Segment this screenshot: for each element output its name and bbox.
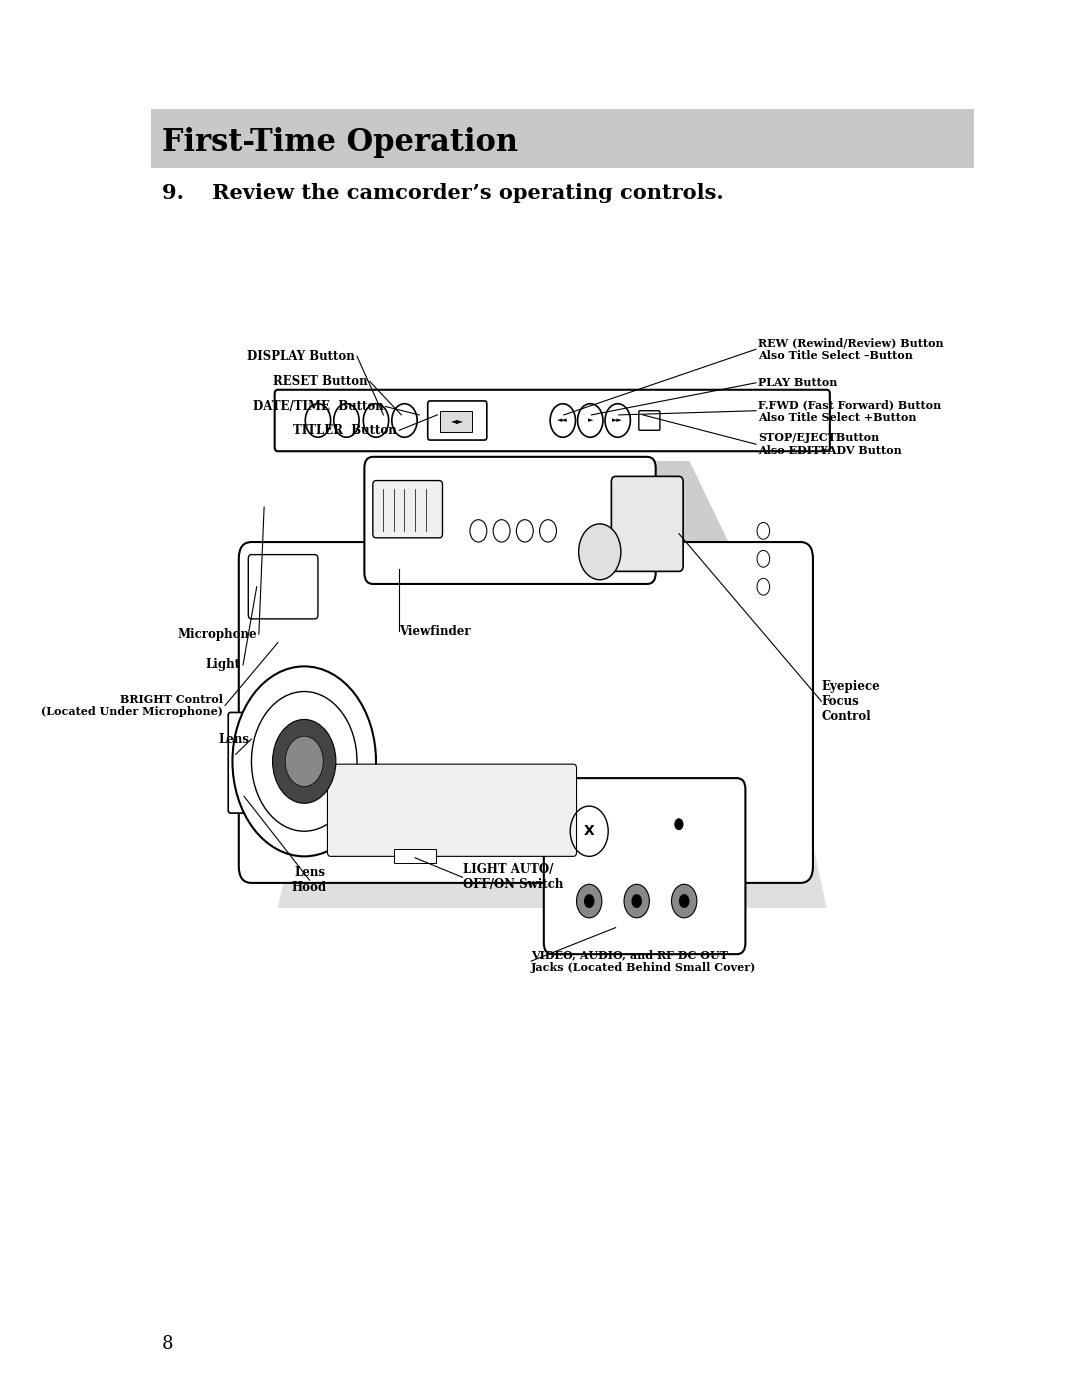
Text: F.FWD (Fast Forward) Button
Also Title Select +Button: F.FWD (Fast Forward) Button Also Title S… <box>758 398 942 423</box>
Circle shape <box>470 520 487 542</box>
Circle shape <box>306 404 330 437</box>
Circle shape <box>605 404 631 437</box>
Text: DATE/TIME  Button: DATE/TIME Button <box>253 400 383 414</box>
FancyBboxPatch shape <box>364 457 656 584</box>
Text: BRIGHT Control
(Located Under Microphone): BRIGHT Control (Located Under Microphone… <box>41 693 222 718</box>
FancyBboxPatch shape <box>248 555 318 619</box>
Text: LIGHT AUTO/
OFF/ON Switch: LIGHT AUTO/ OFF/ON Switch <box>462 863 563 891</box>
FancyBboxPatch shape <box>274 390 829 451</box>
Text: RESET Button: RESET Button <box>273 374 367 388</box>
FancyBboxPatch shape <box>327 764 577 856</box>
Text: ◄►: ◄► <box>450 416 463 425</box>
Text: REW (Rewind/Review) Button
Also Title Select –Button: REW (Rewind/Review) Button Also Title Se… <box>758 337 944 362</box>
Circle shape <box>757 550 770 567</box>
Circle shape <box>285 736 323 787</box>
Text: VIDEO, AUDIO, and RF DC OUT
Jacks (Located Behind Small Cover): VIDEO, AUDIO, and RF DC OUT Jacks (Locat… <box>531 949 756 974</box>
Circle shape <box>577 884 602 918</box>
Text: TITLER  Button: TITLER Button <box>294 423 397 437</box>
Circle shape <box>252 692 357 831</box>
Text: Viewfinder: Viewfinder <box>400 624 471 638</box>
FancyBboxPatch shape <box>638 411 660 430</box>
Circle shape <box>579 524 621 580</box>
FancyBboxPatch shape <box>611 476 684 571</box>
Circle shape <box>363 404 389 437</box>
Text: First-Time Operation: First-Time Operation <box>162 127 517 158</box>
Circle shape <box>632 894 642 908</box>
Text: Lens: Lens <box>218 732 249 746</box>
Circle shape <box>392 404 417 437</box>
Circle shape <box>757 578 770 595</box>
Circle shape <box>516 520 534 542</box>
Text: DISPLAY Button: DISPLAY Button <box>247 349 355 363</box>
Circle shape <box>578 404 603 437</box>
Text: Eyepiece
Focus
Control: Eyepiece Focus Control <box>822 680 880 722</box>
Text: 9.  Review the camcorder’s operating controls.: 9. Review the camcorder’s operating cont… <box>162 183 724 203</box>
Polygon shape <box>341 461 764 615</box>
FancyBboxPatch shape <box>239 542 813 883</box>
Text: ◄◄: ◄◄ <box>557 418 568 423</box>
Circle shape <box>757 522 770 539</box>
Text: X: X <box>584 824 595 838</box>
Circle shape <box>624 884 649 918</box>
Circle shape <box>672 884 697 918</box>
Text: 8: 8 <box>162 1336 173 1352</box>
Circle shape <box>272 719 336 803</box>
Circle shape <box>550 404 576 437</box>
Text: Light: Light <box>206 658 241 672</box>
Circle shape <box>334 404 360 437</box>
Bar <box>151 109 974 168</box>
Circle shape <box>494 520 510 542</box>
Bar <box>441 411 472 432</box>
Circle shape <box>679 894 689 908</box>
Text: CAMERA¥OFF¥VCR Switch: CAMERA¥OFF¥VCR Switch <box>462 458 642 471</box>
Circle shape <box>232 666 376 856</box>
Text: Lens
Hood: Lens Hood <box>292 866 327 894</box>
Polygon shape <box>278 615 826 908</box>
Text: ►: ► <box>588 418 593 423</box>
FancyBboxPatch shape <box>373 481 443 538</box>
Circle shape <box>584 894 594 908</box>
Bar <box>394 849 436 863</box>
Text: Microphone: Microphone <box>177 627 257 641</box>
Text: PLAY Button: PLAY Button <box>758 377 837 388</box>
Circle shape <box>675 819 684 830</box>
Text: STOP/EJECTButton
Also EDIT¥ADV Button: STOP/EJECTButton Also EDIT¥ADV Button <box>758 432 902 457</box>
Circle shape <box>540 520 556 542</box>
FancyBboxPatch shape <box>228 712 269 813</box>
FancyBboxPatch shape <box>544 778 745 954</box>
Text: ►►: ►► <box>612 418 623 423</box>
FancyBboxPatch shape <box>428 401 487 440</box>
